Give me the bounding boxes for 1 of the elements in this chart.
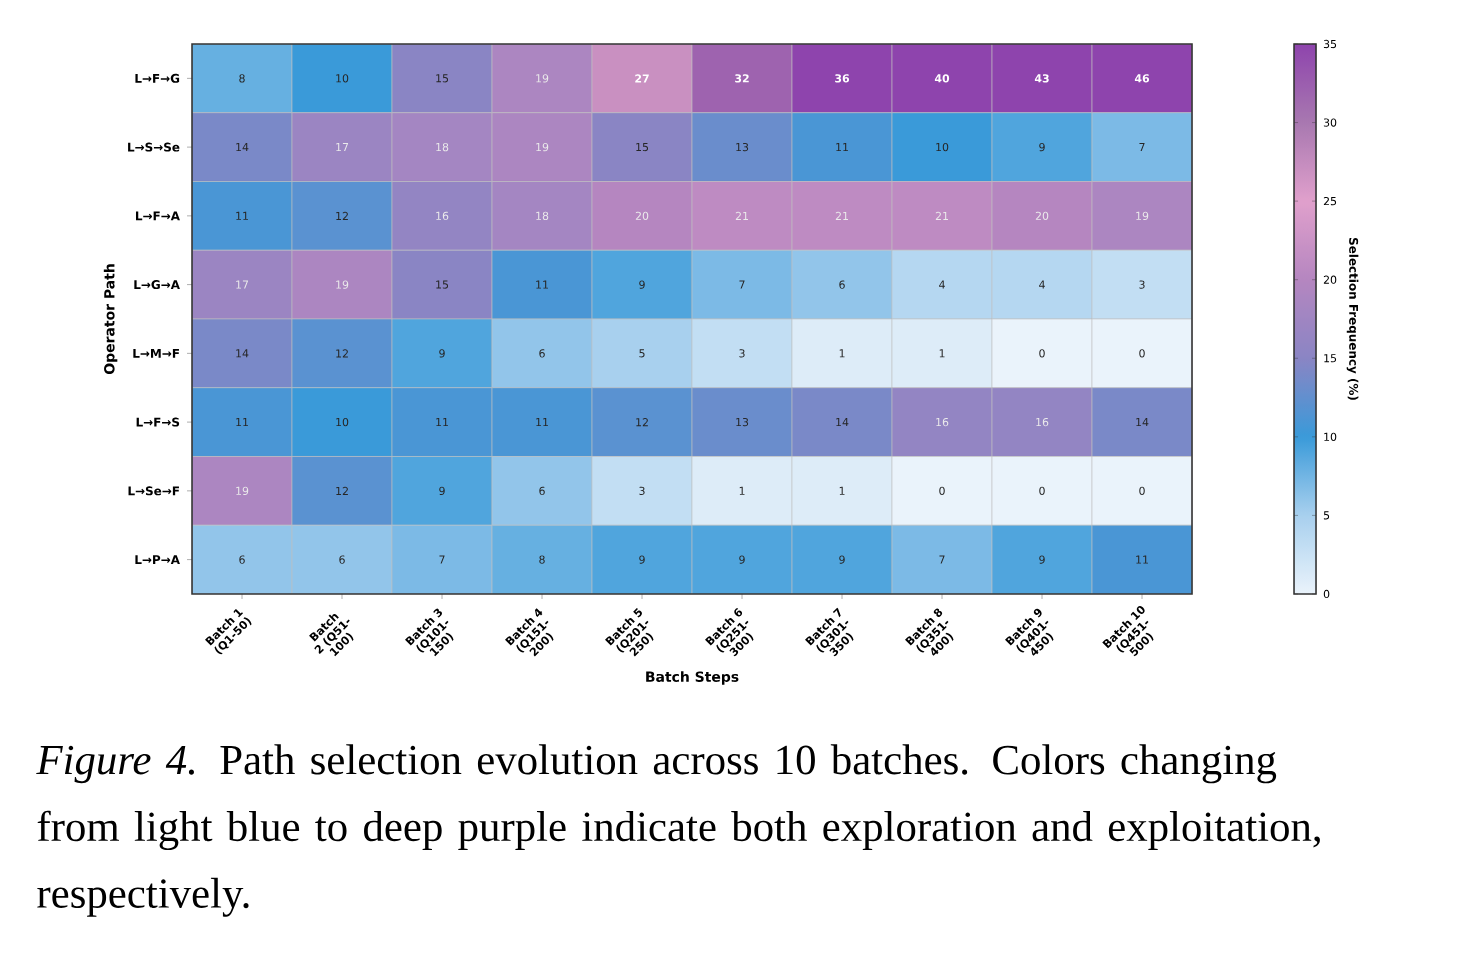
text: Figure 4. Path selection evolution across 10 batches. Colors changing from light blue to deep purple indicate both exploration and exploitation, respectively. (36, 744, 1320, 917)
